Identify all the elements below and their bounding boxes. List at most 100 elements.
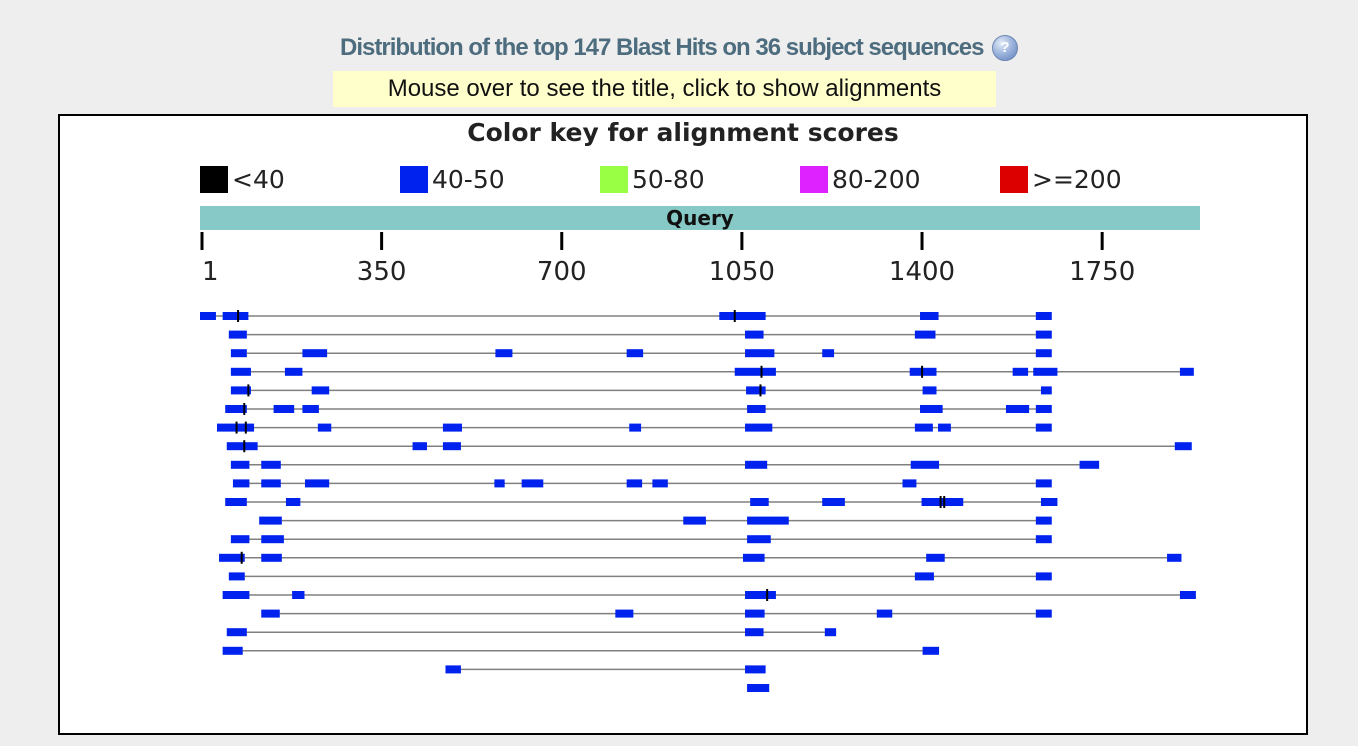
hit-segment[interactable]	[1079, 460, 1100, 469]
hit-segment[interactable]	[317, 423, 332, 432]
hit-segment[interactable]	[747, 684, 770, 692]
hit-segment[interactable]	[1035, 572, 1052, 581]
hit-segment[interactable]	[225, 405, 247, 413]
hit-segment[interactable]	[1040, 498, 1058, 506]
hit-segment[interactable]	[745, 665, 766, 674]
hit-segment[interactable]	[232, 479, 250, 488]
hit-segment[interactable]	[284, 367, 303, 376]
hit-segment[interactable]	[876, 609, 893, 618]
hit-segment[interactable]	[909, 367, 937, 376]
hit-segment[interactable]	[304, 479, 330, 488]
hit-segment[interactable]	[222, 591, 250, 599]
hit-segment[interactable]	[652, 479, 668, 488]
hit-segment[interactable]	[219, 553, 245, 562]
hit-segment[interactable]	[228, 572, 245, 581]
hit-segment[interactable]	[922, 646, 940, 655]
hit-segment[interactable]	[230, 460, 250, 469]
hit-segment[interactable]	[1179, 591, 1196, 599]
hit-segment[interactable]	[261, 609, 280, 618]
hit-segment[interactable]	[228, 330, 247, 339]
hit-segment[interactable]	[914, 330, 936, 339]
hit-segment[interactable]	[226, 442, 258, 451]
hit-segment[interactable]	[259, 516, 282, 525]
hit-segment[interactable]	[1035, 330, 1052, 339]
hit-segment[interactable]	[747, 405, 766, 413]
hit-segment[interactable]	[742, 553, 765, 562]
help-question-icon[interactable]: ?	[991, 35, 1018, 61]
hit-segment[interactable]	[285, 498, 301, 506]
hit-segment[interactable]	[302, 349, 328, 358]
hit-segment[interactable]	[626, 479, 643, 488]
hit-segment[interactable]	[1035, 312, 1052, 320]
hit-segment[interactable]	[261, 460, 281, 469]
hit-segment[interactable]	[734, 367, 776, 376]
hit-segment[interactable]	[261, 535, 284, 544]
hit-segment[interactable]	[216, 423, 255, 432]
hit-segment[interactable]	[914, 572, 934, 581]
hit-segment[interactable]	[230, 349, 247, 358]
hit-segment[interactable]	[629, 423, 642, 432]
hit-segment[interactable]	[1040, 386, 1052, 395]
hit-segment[interactable]	[920, 312, 939, 320]
hit-segment[interactable]	[521, 479, 544, 488]
hit-segment[interactable]	[822, 498, 845, 506]
hit-segment[interactable]	[910, 460, 940, 469]
hit-segment[interactable]	[615, 609, 634, 618]
hit-segment[interactable]	[412, 442, 427, 451]
hit-segment[interactable]	[1005, 405, 1030, 413]
hit-segment[interactable]	[745, 628, 764, 637]
hit-segment[interactable]	[200, 312, 216, 320]
hit-segment[interactable]	[1179, 367, 1194, 376]
hit-segment[interactable]	[292, 591, 305, 599]
hit-segment[interactable]	[683, 516, 706, 525]
hit-segment[interactable]	[494, 479, 505, 488]
hit-segment[interactable]	[719, 312, 766, 320]
hit-segment[interactable]	[1174, 442, 1192, 451]
hit-segment[interactable]	[922, 386, 937, 395]
hit-segment[interactable]	[745, 460, 768, 469]
hit-segment[interactable]	[1167, 553, 1182, 562]
hit-segment[interactable]	[222, 312, 249, 320]
hit-segment[interactable]	[230, 367, 251, 376]
hit-segment[interactable]	[747, 535, 771, 544]
hit-segment[interactable]	[302, 405, 319, 413]
hit-segment[interactable]	[824, 628, 837, 637]
hit-segment[interactable]	[1035, 479, 1052, 488]
hit-segment[interactable]	[747, 516, 789, 525]
hit-segment[interactable]	[745, 609, 765, 618]
hit-segment[interactable]	[225, 498, 247, 506]
hit-segment[interactable]	[750, 498, 769, 506]
hit-segment[interactable]	[938, 423, 951, 432]
hit-segment[interactable]	[1035, 349, 1052, 358]
hit-segment[interactable]	[1035, 516, 1052, 525]
hit-segment[interactable]	[902, 479, 917, 488]
hit-segment[interactable]	[1035, 405, 1052, 413]
hit-segment[interactable]	[230, 386, 251, 395]
hit-segment[interactable]	[1035, 423, 1052, 432]
hit-segment[interactable]	[495, 349, 513, 358]
hit-segment[interactable]	[226, 628, 247, 637]
hit-segment[interactable]	[746, 386, 766, 395]
hit-segment[interactable]	[921, 498, 964, 506]
hit-segment[interactable]	[745, 591, 776, 599]
hit-segment[interactable]	[914, 423, 933, 432]
hit-segment[interactable]	[926, 553, 945, 562]
hit-segment[interactable]	[745, 423, 773, 432]
hit-segment[interactable]	[230, 535, 250, 544]
hit-segment[interactable]	[311, 386, 330, 395]
hit-segment[interactable]	[626, 349, 644, 358]
hit-segment[interactable]	[222, 646, 243, 655]
hit-segment[interactable]	[261, 553, 282, 562]
hit-segment[interactable]	[1033, 367, 1058, 376]
hit-segment[interactable]	[1035, 609, 1052, 618]
hit-segment[interactable]	[445, 665, 461, 674]
hit-segment[interactable]	[745, 330, 764, 339]
hit-segment[interactable]	[442, 423, 462, 432]
hit-segment[interactable]	[261, 479, 281, 488]
hit-segment[interactable]	[442, 442, 461, 451]
hit-segment[interactable]	[822, 349, 835, 358]
hit-segment[interactable]	[1035, 535, 1052, 544]
hit-segment[interactable]	[1012, 367, 1029, 376]
hit-segment[interactable]	[273, 405, 295, 413]
hit-segment[interactable]	[745, 349, 775, 358]
